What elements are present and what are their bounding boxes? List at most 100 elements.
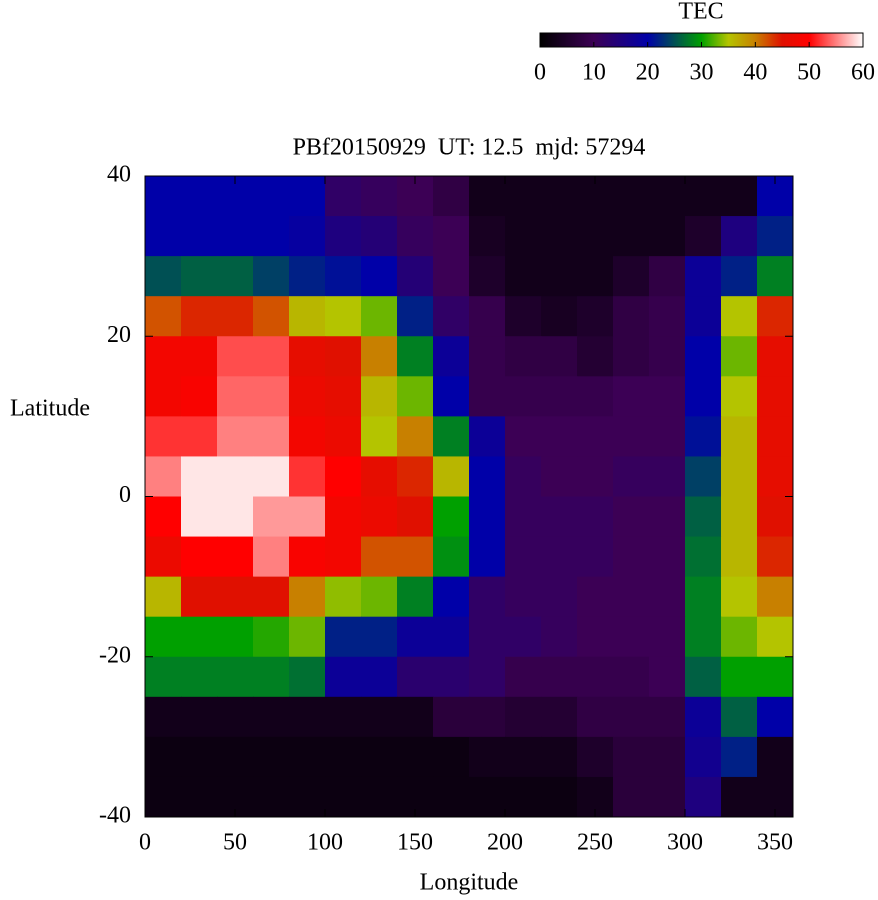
heat-cell [433,416,470,457]
heat-cell [577,376,614,417]
heat-cell [217,376,254,417]
y-tick-label: 20 [107,322,131,348]
heat-cell [181,176,218,217]
heat-cell [541,496,578,538]
heat-cell [397,496,434,538]
heat-cell [757,456,794,497]
heat-cell [325,496,362,538]
heat-cell [397,416,434,457]
heat-cell [325,536,362,578]
heat-cell [577,456,614,497]
heat-cell [649,176,686,217]
heat-cell [361,496,398,538]
heat-cell [325,776,362,818]
heat-cell [613,656,650,698]
heat-cell [181,536,218,578]
heat-cell [289,296,326,337]
heat-cell [757,736,794,778]
heat-cell [181,456,218,497]
heat-cell [613,256,650,297]
heat-cell [685,256,722,297]
heat-cell [649,216,686,257]
heat-cell [469,696,506,738]
heat-cell [397,536,434,578]
heat-cell [613,456,650,497]
colorbar-tick-label: 60 [851,60,875,86]
heat-cell [361,456,398,497]
heat-cell [325,216,362,257]
heat-cell [685,336,722,377]
heat-cell [145,176,182,217]
heat-cell [181,216,218,257]
heat-cell [217,256,254,297]
heat-cell [145,536,182,578]
heat-cell [613,776,650,818]
heat-cell [757,416,794,457]
heat-cell [361,416,398,457]
heat-cell [541,376,578,417]
heat-cell [433,576,470,618]
heat-cell [181,616,218,658]
heat-cell [181,376,218,417]
heat-cell [217,416,254,457]
heat-cell [649,296,686,337]
heat-cell [253,456,290,497]
x-tick-label: 300 [667,830,703,856]
heat-cell [685,216,722,257]
heat-cell [253,616,290,658]
heat-cell [361,256,398,297]
heat-cell [721,776,758,818]
heat-cell [361,336,398,377]
heat-cell [505,456,542,497]
heat-cell [145,656,182,698]
heat-cell [649,736,686,778]
heat-cell [289,496,326,538]
heat-cell [217,736,254,778]
heat-cell [649,656,686,698]
colorbar-tick-label: 10 [582,60,606,86]
heat-cell [253,496,290,538]
heat-cell [325,336,362,377]
x-tick-label: 350 [757,830,793,856]
heat-cell [721,176,758,217]
x-tick-label: 0 [139,830,151,856]
heat-cell [505,336,542,377]
heat-cell [397,296,434,337]
heat-cell [505,776,542,818]
heat-cell [757,616,794,658]
heat-cell [613,176,650,217]
heat-cell [541,576,578,618]
heat-cell [145,256,182,297]
heat-cell [325,736,362,778]
heat-cell [757,656,794,698]
heat-cell [649,456,686,497]
heat-cell [577,576,614,618]
heat-cell [145,736,182,778]
heat-cell [433,496,470,538]
heat-cell [397,216,434,257]
heat-cell [181,416,218,457]
heat-cell [685,576,722,618]
heat-cell [541,616,578,658]
heat-cell [253,696,290,738]
heat-cell [217,296,254,337]
heat-cell [649,376,686,417]
heat-cell [721,696,758,738]
heat-cell [613,576,650,618]
heat-cell [145,416,182,457]
heat-cell [397,456,434,497]
y-tick-label: 40 [107,162,131,188]
x-tick-label: 100 [307,830,343,856]
heat-cell [433,216,470,257]
colorbar-label: TEC [678,0,723,25]
heat-cell [541,416,578,457]
colorbar-tick-label: 20 [636,60,660,86]
heat-cell [181,656,218,698]
heat-cell [253,656,290,698]
heat-cell [469,336,506,377]
heat-cell [469,296,506,337]
heat-cell [757,696,794,738]
heat-cell [505,176,542,217]
heat-cell [505,576,542,618]
heat-cell [505,616,542,658]
